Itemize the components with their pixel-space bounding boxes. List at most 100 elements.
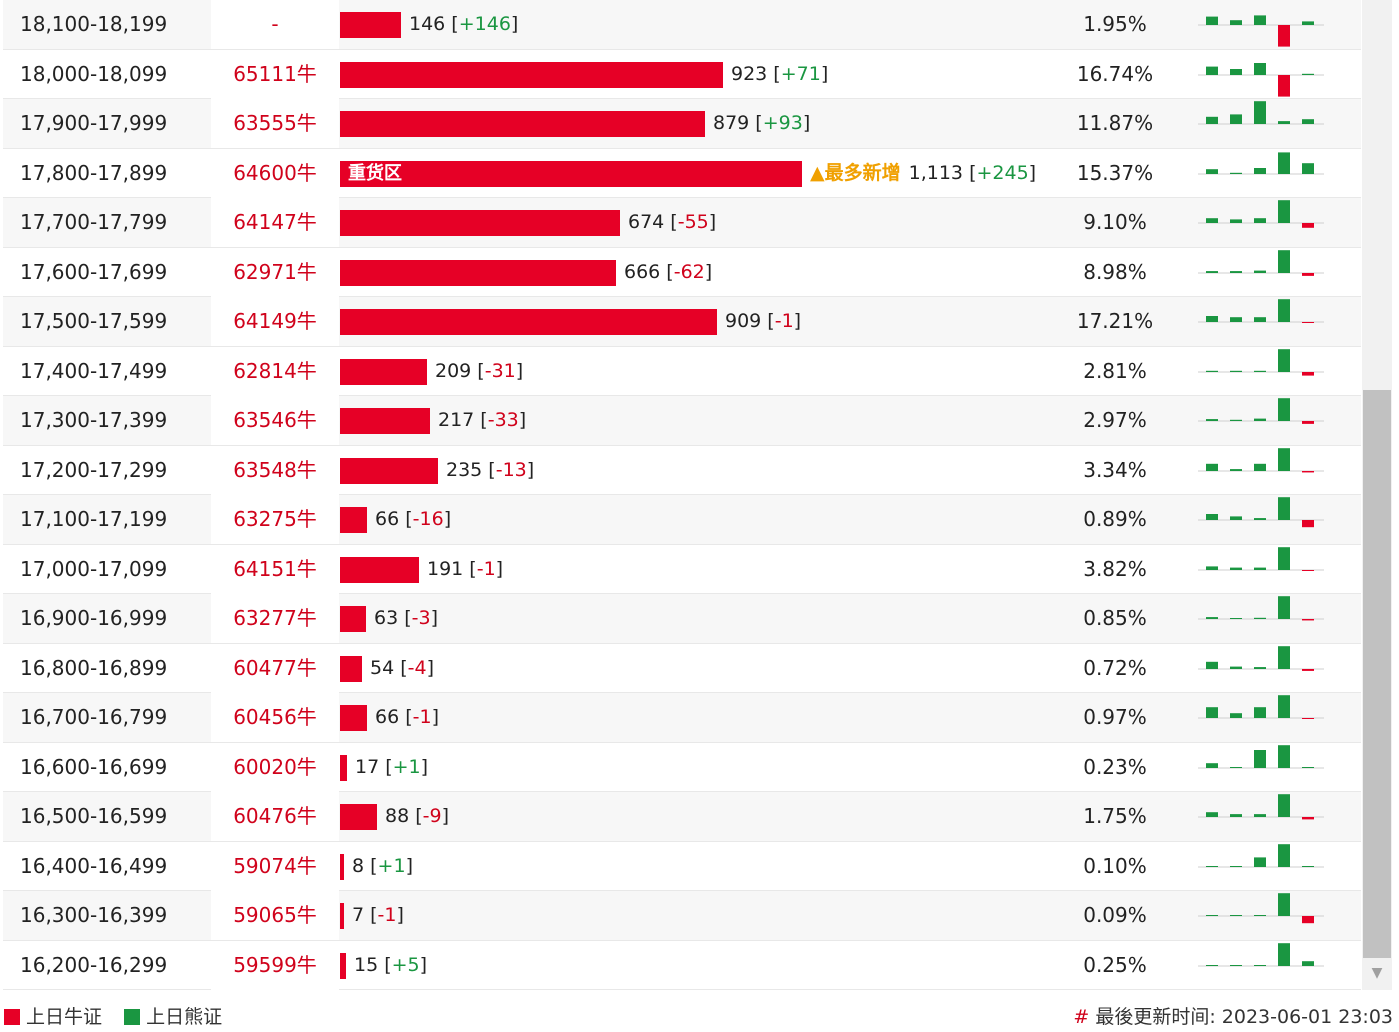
table-row[interactable]: 17,400-17,499 62814牛 209 [-31] 2.81%: [3, 346, 1361, 396]
sparkline-bull-bar: [1302, 569, 1314, 571]
sparkline-bear-bar: [1206, 419, 1218, 421]
sparkline: [1198, 62, 1324, 97]
table-row[interactable]: 16,400-16,499 59074牛 8 [+1] 0.10%: [3, 841, 1361, 891]
percent-label: 0.85%: [1083, 606, 1147, 630]
sparkline-bear-bar: [1206, 66, 1218, 75]
table-row[interactable]: 17,600-17,699 62971牛 666 [-62] 8.98%: [3, 247, 1361, 297]
value-change: +1: [392, 755, 421, 778]
sparkline-bear-bar: [1230, 915, 1242, 916]
table-row[interactable]: 17,500-17,599 64149牛 909 [-1] 17.21%: [3, 297, 1361, 347]
scroll-down-arrow-icon[interactable]: ▼: [1371, 965, 1383, 981]
table-row[interactable]: 17,700-17,799 64147牛 674 [-55] 9.10%: [3, 198, 1361, 248]
scrollbar-thumb[interactable]: [1363, 390, 1391, 958]
sparkline-bull-bar: [1302, 718, 1314, 719]
sparkline-bull-bar: [1302, 520, 1314, 528]
strike-count: 62971牛: [211, 247, 339, 297]
volume-bar[interactable]: [340, 61, 723, 88]
volume-bar[interactable]: [340, 655, 362, 682]
strike-count: -: [211, 0, 339, 49]
strike-count: 63546牛: [211, 396, 339, 445]
volume-bar[interactable]: [340, 952, 346, 979]
strike-count: 60476牛: [211, 792, 339, 841]
sparkline-bear-bar: [1254, 463, 1266, 471]
value-number: 88: [385, 805, 410, 827]
volume-bar[interactable]: [340, 358, 427, 385]
volume-bar[interactable]: [340, 111, 705, 137]
sparkline-bear-bar: [1206, 316, 1218, 322]
table-row[interactable]: 17,800-17,899 64600牛 重货区 ▲最多新增 1,113 [+245] 1…: [3, 148, 1361, 198]
percent-label: 16.74%: [1076, 61, 1154, 86]
value-change: -33: [487, 409, 519, 431]
sparkline-bear-bar: [1254, 617, 1266, 619]
percent-label: 3.82%: [1083, 556, 1147, 581]
table-row[interactable]: 17,900-17,999 63555牛 879 [+93] 11.87%: [3, 99, 1361, 149]
volume-bar[interactable]: [340, 507, 367, 533]
value-label: 8 [+1]: [352, 854, 413, 877]
sparkline-bear-bar: [1230, 419, 1242, 421]
value-number: 217: [438, 409, 475, 431]
percent-label: 0.97%: [1083, 705, 1147, 729]
sparkline-bear-bar: [1254, 567, 1266, 570]
sparkline-bear-bar: [1254, 15, 1266, 25]
volume-bar[interactable]: [340, 12, 401, 38]
sparkline-bear-bar: [1302, 960, 1314, 966]
strike-count: 65111牛: [211, 49, 339, 99]
table-row[interactable]: 17,100-17,199 63275牛 66 [-16] 0.89%: [3, 495, 1361, 545]
sparkline-bear-bar: [1230, 713, 1242, 718]
sparkline-bear-bar: [1230, 20, 1242, 25]
table-row[interactable]: 18,100-18,199 - 146 [+146] 1.95%: [3, 0, 1361, 50]
sparkline: [1198, 348, 1324, 376]
table-row[interactable]: 17,000-17,099 64151牛 191 [-1] 3.82%: [3, 544, 1361, 594]
sparkline: [1198, 596, 1324, 621]
volume-bar[interactable]: [340, 457, 438, 484]
volume-bar[interactable]: [340, 309, 717, 335]
sparkline: [1198, 942, 1324, 966]
range-label: 18,000-18,099: [20, 61, 168, 86]
table-row[interactable]: 16,200-16,299 59599牛 15 [+5] 0.25%: [3, 940, 1361, 990]
volume-bar[interactable]: [340, 210, 620, 236]
table-row[interactable]: 16,500-16,599 60476牛 88 [-9] 1.75%: [3, 792, 1361, 842]
value-change: +5: [391, 953, 420, 976]
volume-bar[interactable]: [340, 853, 344, 880]
volume-bar[interactable]: [340, 804, 377, 830]
range-label: 18,100-18,199: [20, 12, 168, 36]
table-row[interactable]: 16,900-16,999 63277牛 63 [-3] 0.85%: [3, 594, 1361, 644]
sparkline-bear-bar: [1206, 168, 1218, 174]
sparkline-bear-bar: [1302, 162, 1314, 174]
legend-bear: 上日熊证: [124, 1006, 222, 1028]
volume-bar[interactable]: [340, 556, 419, 583]
table-row[interactable]: 16,700-16,799 60456牛 66 [-1] 0.97%: [3, 693, 1361, 743]
sparkline: [1198, 15, 1324, 47]
volume-bar[interactable]: 重货区: [340, 160, 802, 187]
volume-bar[interactable]: [340, 705, 367, 731]
volume-bar[interactable]: [340, 408, 430, 434]
table-row[interactable]: 16,600-16,699 60020牛 17 [+1] 0.23%: [3, 742, 1361, 792]
sparkline-bear-bar: [1254, 749, 1266, 768]
table-row[interactable]: 16,800-16,899 60477牛 54 [-4] 0.72%: [3, 643, 1361, 693]
range-label: 17,300-17,399: [20, 408, 168, 432]
value-label: 15 [+5]: [354, 953, 428, 976]
value-label: 235 [-13]: [446, 458, 535, 481]
table-row[interactable]: 17,200-17,299 63548牛 235 [-13] 3.34%: [3, 445, 1361, 495]
sparkline-bear-bar: [1278, 151, 1290, 174]
strike-count: 63555牛: [211, 99, 339, 148]
bar-zone-label: 重货区: [348, 162, 402, 184]
volume-bar[interactable]: [340, 606, 366, 632]
table-row[interactable]: 18,000-18,099 65111牛 923 [+71] 16.74%: [3, 49, 1361, 99]
value-number: 17: [355, 755, 380, 778]
table-row[interactable]: 17,300-17,399 63546牛 217 [-33] 2.97%: [3, 396, 1361, 446]
table-row[interactable]: 16,300-16,399 59065牛 7 [-1] 0.09%: [3, 891, 1361, 941]
range-label: 17,700-17,799: [20, 210, 168, 234]
sparkline-bear-bar: [1302, 21, 1314, 25]
sparkline: [1198, 645, 1324, 671]
percent-label: 0.09%: [1083, 903, 1147, 927]
value-change: +71: [780, 62, 821, 85]
volume-bar[interactable]: [340, 259, 616, 286]
range-label: 16,500-16,599: [20, 804, 168, 828]
volume-bar[interactable]: [340, 754, 347, 781]
sparkline-bear-bar: [1230, 68, 1242, 75]
value-change: -16: [412, 508, 444, 530]
sparkline-bear-bar: [1254, 666, 1266, 669]
volume-bar[interactable]: [340, 903, 344, 929]
sparkline: [1198, 299, 1324, 323]
